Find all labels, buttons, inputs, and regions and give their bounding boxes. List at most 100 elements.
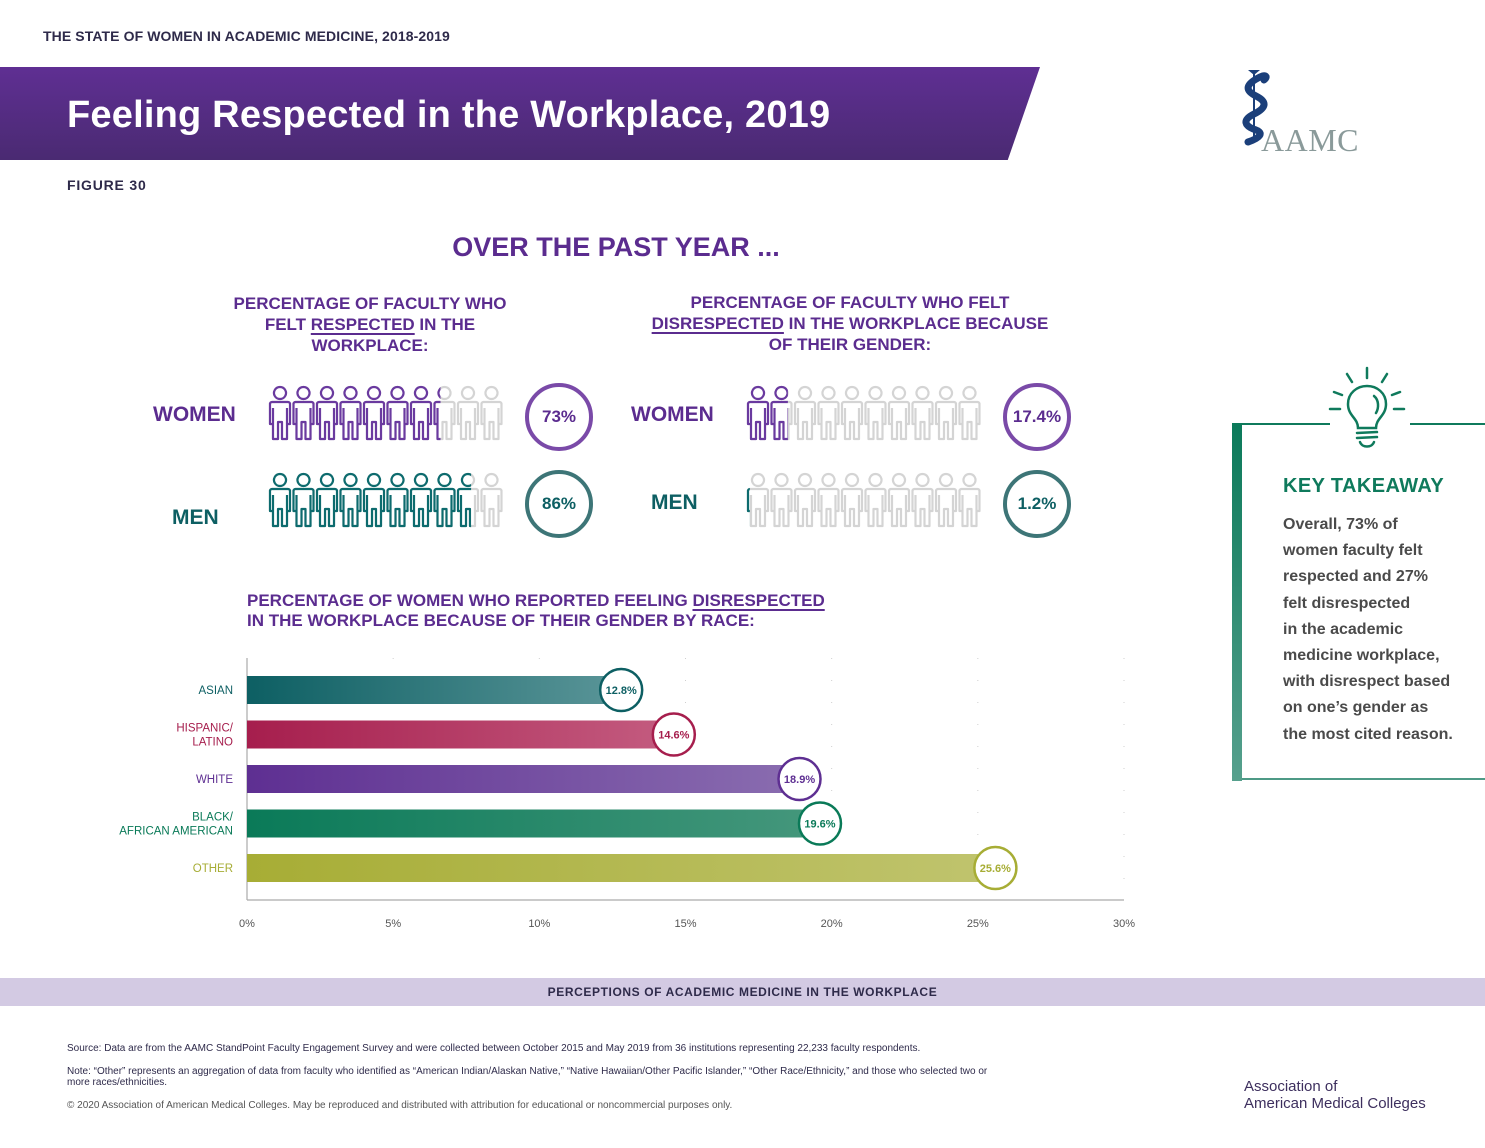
person-icon-filled [770, 385, 788, 441]
lightbulb-backdrop [1330, 410, 1410, 430]
person-icon-empty [480, 472, 503, 528]
category-label: HISPANIC/LATINO [176, 723, 233, 749]
respected-women-pictogram [268, 385, 503, 441]
person-icon-empty [934, 385, 958, 441]
x-tick-label: 30% [1113, 918, 1135, 930]
bar [247, 854, 996, 882]
person-icon-empty [864, 472, 887, 528]
person-icon-filled [339, 472, 362, 528]
takeaway-line: medicine workplace, [1283, 647, 1440, 665]
person-icon-empty [958, 385, 981, 441]
person-icon-filled [292, 472, 315, 528]
person-icon-empty [840, 385, 864, 441]
person-icon-empty [911, 472, 934, 528]
bar [247, 676, 622, 704]
respected-men-pictogram [268, 472, 503, 528]
disrespected-men-value: 1.2% [1003, 470, 1071, 538]
category-label: BLACK/AFRICAN AMERICAN [119, 812, 234, 838]
category-label: WHITE [196, 774, 233, 786]
other-note: Note: “Other” represents an aggregation … [67, 1066, 988, 1088]
bar-value-badge [651, 712, 697, 757]
person-icon-filled [315, 472, 339, 528]
person-icon-empty [817, 472, 840, 528]
x-tick-label: 10% [528, 918, 550, 930]
person-icon-filled [362, 385, 386, 441]
disrespected-men-label: MEN [651, 491, 698, 514]
takeaway-line: Overall, 73% of [1283, 516, 1398, 533]
disrespected-women-value: 17.4% [1003, 383, 1071, 451]
x-tick-label: 5% [385, 918, 401, 930]
bar-value-badge [598, 667, 644, 713]
person-icon-filled [456, 472, 472, 528]
person-icon-empty [746, 472, 770, 528]
bar-value-badge [777, 756, 822, 802]
takeaway-line: felt disrespected [1283, 594, 1411, 612]
x-tick-label: 20% [821, 918, 843, 930]
bar [247, 809, 820, 838]
respected-women-value: 73% [525, 383, 593, 451]
category-label: OTHER [193, 863, 233, 875]
disrespected-women-pictogram [746, 385, 981, 441]
footer-band [0, 978, 1485, 1006]
person-icon-filled [746, 385, 770, 441]
person-icon-empty [770, 472, 793, 528]
person-icon-empty [864, 385, 887, 441]
category-label: ASIAN [198, 685, 233, 697]
association-line-1: Association of [1244, 1078, 1338, 1095]
person-icon-empty [911, 385, 934, 441]
chart-title: PERCENTAGE OF WOMEN WHO REPORTED FEELING… [247, 591, 825, 630]
person-icon-filled [268, 472, 292, 528]
bar [247, 765, 800, 793]
association-name: Association of American Medical Colleges [1244, 1078, 1426, 1112]
bar-value-badge [797, 801, 843, 846]
respected-men-label: MEN [172, 506, 219, 529]
title-banner [0, 67, 1040, 160]
person-icon-filled [339, 385, 362, 441]
caduceus-icon [1242, 70, 1270, 146]
bar-value-label: 19.6% [804, 819, 835, 831]
respected-heading: PERCENTAGE OF FACULTY WHO FELT RESPECTED… [233, 294, 507, 355]
person-icon-filled [409, 472, 433, 528]
bar [247, 720, 674, 749]
page-title: Feeling Respected in the Workplace, 2019 [67, 94, 831, 136]
takeaway-line: in the academic [1283, 620, 1404, 638]
takeaway-line: with disrespect based [1283, 673, 1451, 691]
source-note: Source: Data are from the AAMC StandPoin… [67, 1043, 921, 1054]
aamc-logo-text: AAMC [1261, 122, 1360, 158]
respected-women-label: WOMEN [153, 403, 236, 426]
person-icon-empty [793, 472, 817, 528]
person-icon-empty [887, 472, 911, 528]
x-tick-label: 15% [674, 918, 696, 930]
disrespected-women-label: WOMEN [631, 403, 714, 426]
person-icon-filled [386, 472, 409, 528]
person-icon-empty [887, 385, 911, 441]
bar-value-label: 14.6% [658, 730, 689, 742]
report-supertitle: THE STATE OF WOMEN IN ACADEMIC MEDICINE,… [43, 28, 450, 44]
bar-value-badge [973, 845, 1018, 891]
person-icon-filled [268, 385, 292, 441]
bar-value-label: 12.8% [606, 685, 637, 697]
figure-label: FIGURE 30 [67, 177, 147, 193]
takeaway-line: on one’s gender as [1283, 699, 1429, 717]
person-icon-filled [409, 385, 433, 441]
takeaway-line: women faculty felt [1283, 542, 1423, 560]
takeaway-title: KEY TAKEAWAY [1283, 475, 1445, 497]
x-tick-label: 25% [967, 918, 989, 930]
bar-value-label: 25.6% [980, 863, 1011, 875]
person-icon-filled [315, 385, 339, 441]
person-icon-empty [480, 385, 503, 441]
copyright: © 2020 Association of American Medical C… [67, 1100, 733, 1111]
person-icon-filled [746, 487, 750, 513]
association-line-2: American Medical Colleges [1244, 1095, 1426, 1112]
person-icon-empty [456, 385, 480, 441]
takeaway-line: respected and 27% [1283, 568, 1428, 586]
disrespected-heading: PERCENTAGE OF FACULTY WHO FELT DISRESPECT… [651, 293, 1049, 354]
bar-value-label: 18.9% [784, 774, 815, 786]
takeaway-text: Overall, 73% of women faculty felt respe… [1283, 512, 1478, 748]
person-icon-filled [362, 472, 386, 528]
lightbulb-icon [1328, 366, 1406, 448]
section-intro-title: OVER THE PAST YEAR ... [452, 232, 780, 262]
section-name: PERCEPTIONS OF ACADEMIC MEDICINE IN THE … [547, 985, 938, 999]
person-icon-empty [817, 385, 840, 441]
person-icon-empty [958, 472, 981, 528]
